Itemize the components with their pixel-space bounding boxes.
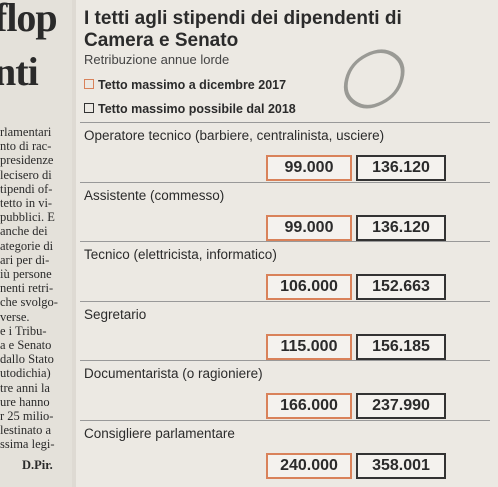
logo: ◯	[338, 42, 418, 107]
cap-2017: 240.000	[266, 452, 352, 479]
row-label: Tecnico (elettricista, informatico)	[84, 247, 277, 262]
row-separator	[80, 360, 490, 361]
cap-2018: 136.120	[356, 155, 446, 181]
row-separator	[80, 300, 490, 302]
text-line: ssima legi-	[0, 437, 55, 452]
text-line: ategorie di	[0, 238, 54, 253]
text-line: tipendi of-	[0, 181, 53, 196]
title: I tetti agli stipendi dei dipendenti di …	[84, 8, 402, 51]
text-line: lecisero di	[0, 167, 52, 182]
row-label: Segretario	[84, 306, 147, 322]
text-line: presidenze	[0, 153, 54, 168]
row-label: Consigliere parlamentare	[84, 425, 235, 441]
text-line: ure hanno	[0, 394, 50, 409]
row-separator	[80, 122, 490, 123]
cap-2018: 237.990	[356, 393, 446, 419]
cap-2017: 166.000	[266, 393, 352, 419]
text-line: tetto in vi-	[0, 196, 53, 210]
cap-2018: 156.185	[356, 333, 446, 360]
row-separator	[80, 241, 490, 242]
text-line: iù persone	[0, 267, 52, 281]
signature: D.Pir.	[22, 458, 53, 472]
text-line: ari per di-	[0, 252, 50, 267]
legend-text: Tetto massimo possibile dal 2018	[98, 102, 296, 116]
text-line: nenti retri-	[0, 281, 54, 296]
row-label: Operatore tecnico (barbiere, centralinis…	[84, 128, 385, 143]
text-line: e i Tribu-	[0, 323, 47, 338]
row-separator	[80, 419, 490, 421]
cap-2017: 99.000	[266, 214, 352, 241]
text-line: anche dei	[0, 224, 48, 239]
row-label: Documentarista (o ragioniere)	[84, 366, 263, 381]
text-line: tre anni la	[0, 380, 50, 395]
text-line: nto di rac-	[0, 139, 52, 154]
row-separator	[80, 181, 490, 183]
text-line: verse.	[0, 309, 30, 324]
text-line: a e Senato	[0, 338, 52, 352]
text-line: lestinato a	[0, 423, 52, 438]
legend-text: Tetto massimo a dicembre 2017	[98, 78, 287, 92]
row-label: Assistente (commesso)	[84, 187, 225, 203]
legend-item: Tetto massimo a dicembre 2017	[84, 78, 286, 92]
cap-2018: 358.001	[356, 452, 446, 479]
article-column: flop nti rlamentari nto di rac-presidenze le…	[0, 0, 72, 487]
cap-2018: 136.120	[356, 214, 446, 241]
headline: flop	[0, 0, 58, 40]
text-line: pubblici. E	[0, 210, 55, 225]
infographic: I tetti agli stipendi dei dipendenti di …	[76, 0, 498, 487]
text-line: che svolgo-	[0, 295, 58, 310]
text-line: dallo Stato	[0, 352, 54, 367]
cap-2017: 106.000	[266, 274, 352, 300]
cap-2017: 99.000	[266, 155, 352, 181]
subtitle: Retribuzione annue lorde	[84, 52, 230, 67]
headline: nti	[0, 49, 39, 94]
text-line: rlamentari	[0, 125, 52, 139]
legend-item: Tetto massimo possibile dal 2018	[84, 102, 296, 116]
text-line: utodichia)	[0, 366, 51, 381]
cap-2018: 152.663	[356, 274, 446, 300]
cap-2017: 115.000	[266, 333, 352, 360]
text-line: r 25 milio-	[0, 409, 54, 423]
